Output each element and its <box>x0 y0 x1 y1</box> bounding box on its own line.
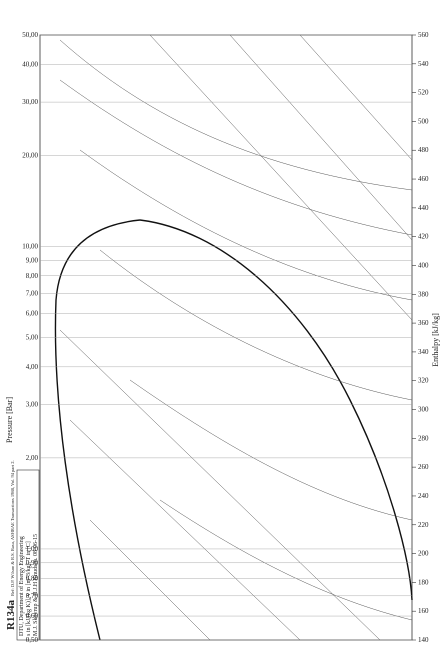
x-tick-label: 340 <box>418 348 429 356</box>
x-tick-label: 440 <box>418 204 429 212</box>
y-tick-label: 10,00 <box>22 242 38 250</box>
y-tick-label: 30,00 <box>22 98 38 106</box>
y-tick-label: 1,00 <box>26 545 39 553</box>
y-tick-label: 2,00 <box>26 454 39 462</box>
x-tick-label: 540 <box>418 60 429 68</box>
y-tick-label: 20,00 <box>22 151 38 159</box>
x-tick-label: 420 <box>418 233 429 241</box>
x-tick-label: 240 <box>418 492 429 500</box>
y-tick-label: 5,00 <box>26 334 39 342</box>
x-tick-label: 200 <box>418 550 429 558</box>
y-tick-label: 0,60 <box>26 612 39 620</box>
y-tick-label: 50,00 <box>22 31 38 39</box>
y-tick-label: 0,90 <box>26 559 39 567</box>
y-tick-label: 0,80 <box>26 574 39 582</box>
x-tick-label: 260 <box>418 463 429 471</box>
info-line: M.J. Skovrup & H.J.H Knudsen. 08-06-15 <box>33 534 39 636</box>
decorative-curves <box>54 34 413 641</box>
x-tick-label: 480 <box>418 146 429 154</box>
y-tick-label: 0,70 <box>26 592 39 600</box>
x-tick-label: 140 <box>418 636 429 644</box>
x-tick-label: 500 <box>418 117 429 125</box>
x-tick-label: 360 <box>418 319 429 327</box>
reference: Ref: D.P. Wilson & R.S. Basu, ASHRAE Tra… <box>10 460 16 596</box>
x-tick-label: 320 <box>418 377 429 385</box>
y-axis-label: Pressure [Bar] <box>5 397 14 443</box>
info-line: s in [kJ/(kg K)], v in [m^3/kg], T in [C… <box>25 541 32 636</box>
y-tick-label: 4,00 <box>26 363 39 371</box>
x-tick-label: 560 <box>418 31 429 39</box>
y-tick-label: 9,00 <box>26 256 39 264</box>
x-tick-label: 460 <box>418 175 429 183</box>
y-tick-label: 6,00 <box>26 310 39 318</box>
x-tick-label: 220 <box>418 521 429 529</box>
y-tick-label: 40,00 <box>22 60 38 68</box>
x-axis-label: Enthalpy [kJ/kg] <box>431 313 440 367</box>
x-tick-label: 280 <box>418 434 429 442</box>
y-tick-label: 0,50 <box>26 636 39 644</box>
x-tick-label: 180 <box>418 578 429 586</box>
info-line: DTU, Department of Energy Engineering <box>18 536 25 636</box>
x-tick-label: 380 <box>418 290 429 298</box>
y-tick-label: 8,00 <box>26 272 39 280</box>
x-tick-label: 520 <box>418 89 429 97</box>
x-tick-label: 160 <box>418 607 429 615</box>
y-tick-label: 7,00 <box>26 289 39 297</box>
x-tick-label: 400 <box>418 261 429 269</box>
info-box <box>16 469 40 641</box>
y-tick-label: 3,00 <box>26 401 39 409</box>
chart-title: R134a <box>5 600 17 630</box>
x-tick-label: 300 <box>418 406 429 414</box>
